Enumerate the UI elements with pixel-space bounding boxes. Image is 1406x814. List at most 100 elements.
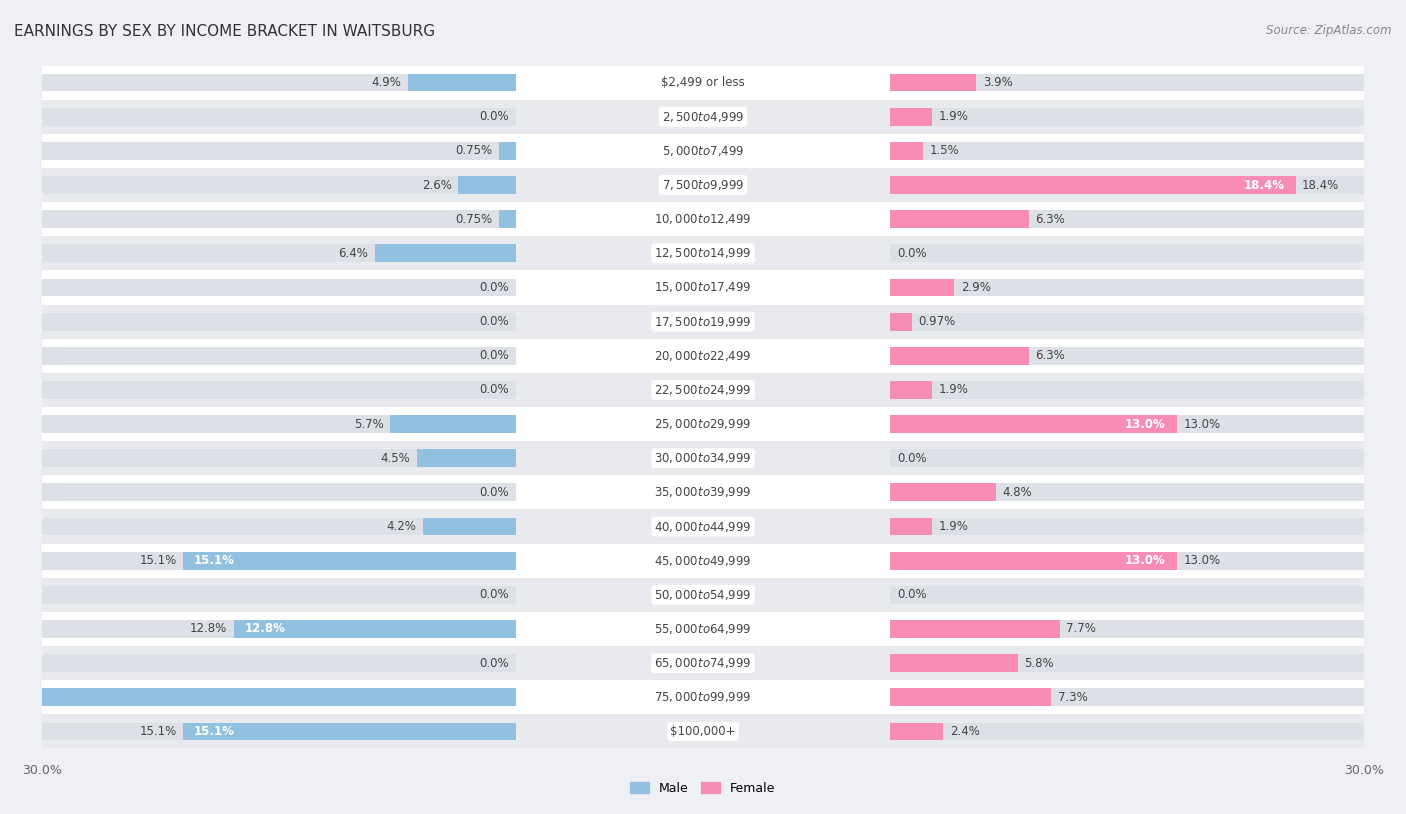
Bar — [890, 347, 1029, 365]
Text: 13.0%: 13.0% — [1125, 418, 1166, 431]
Bar — [890, 620, 1364, 638]
Text: 0.0%: 0.0% — [897, 247, 927, 260]
Bar — [42, 578, 1364, 612]
Bar — [890, 108, 932, 125]
Text: 4.2%: 4.2% — [387, 520, 416, 533]
Bar — [42, 313, 516, 330]
Text: 0.75%: 0.75% — [456, 212, 492, 225]
Bar — [42, 381, 516, 399]
Text: 4.5%: 4.5% — [380, 452, 411, 465]
Bar — [416, 449, 516, 467]
Text: 15.1%: 15.1% — [194, 554, 235, 567]
Bar — [42, 74, 516, 91]
Text: 15.1%: 15.1% — [194, 725, 235, 738]
Text: 6.3%: 6.3% — [1036, 349, 1066, 362]
Text: 15.1%: 15.1% — [139, 554, 177, 567]
Text: 7.3%: 7.3% — [1057, 691, 1087, 704]
Bar — [890, 484, 1364, 501]
Text: 13.0%: 13.0% — [1125, 554, 1166, 567]
Text: 18.4%: 18.4% — [1243, 178, 1285, 191]
Bar — [42, 133, 1364, 168]
Bar — [890, 620, 1060, 638]
Bar — [183, 723, 516, 740]
Text: 0.75%: 0.75% — [456, 144, 492, 157]
Text: $15,000 to $17,499: $15,000 to $17,499 — [654, 281, 752, 295]
Text: 0.0%: 0.0% — [479, 486, 509, 499]
Text: 0.0%: 0.0% — [479, 383, 509, 396]
Text: 2.4%: 2.4% — [949, 725, 980, 738]
Bar — [42, 449, 516, 467]
Bar — [458, 176, 516, 194]
Bar — [42, 278, 516, 296]
Text: 1.9%: 1.9% — [939, 383, 969, 396]
Text: 15.1%: 15.1% — [139, 725, 177, 738]
Text: $17,500 to $19,999: $17,500 to $19,999 — [654, 315, 752, 329]
Text: $5,000 to $7,499: $5,000 to $7,499 — [662, 144, 744, 158]
Bar — [890, 142, 924, 160]
Text: EARNINGS BY SEX BY INCOME BRACKET IN WAITSBURG: EARNINGS BY SEX BY INCOME BRACKET IN WAI… — [14, 24, 436, 39]
Bar — [890, 108, 1364, 125]
Text: $40,000 to $44,999: $40,000 to $44,999 — [654, 519, 752, 533]
Text: 5.7%: 5.7% — [354, 418, 384, 431]
Bar — [42, 612, 1364, 646]
Bar — [890, 654, 1018, 672]
Bar — [890, 723, 1364, 740]
Bar — [42, 441, 1364, 475]
Text: $2,499 or less: $2,499 or less — [661, 76, 745, 89]
Text: 1.5%: 1.5% — [929, 144, 960, 157]
Text: Source: ZipAtlas.com: Source: ZipAtlas.com — [1267, 24, 1392, 37]
Text: 2.9%: 2.9% — [960, 281, 991, 294]
Bar — [42, 236, 1364, 270]
Bar — [42, 544, 1364, 578]
Bar — [890, 278, 955, 296]
Text: 2.6%: 2.6% — [422, 178, 451, 191]
Bar — [42, 715, 1364, 749]
Bar — [890, 552, 1364, 570]
Bar — [890, 313, 911, 330]
Bar — [375, 244, 516, 262]
Bar — [42, 339, 1364, 373]
Text: 3.9%: 3.9% — [983, 76, 1012, 89]
Bar — [890, 518, 1364, 536]
Bar — [42, 681, 1364, 715]
Bar — [42, 552, 516, 570]
Text: 0.0%: 0.0% — [479, 657, 509, 670]
Bar — [890, 415, 1364, 433]
Bar — [423, 518, 516, 536]
Text: $50,000 to $54,999: $50,000 to $54,999 — [654, 588, 752, 602]
Text: 4.9%: 4.9% — [371, 76, 401, 89]
Bar — [42, 210, 516, 228]
Text: $22,500 to $24,999: $22,500 to $24,999 — [654, 383, 752, 397]
Bar — [42, 586, 516, 604]
Text: 0.0%: 0.0% — [897, 589, 927, 602]
Text: 0.0%: 0.0% — [479, 315, 509, 328]
Text: 13.0%: 13.0% — [1184, 554, 1220, 567]
Text: $2,500 to $4,999: $2,500 to $4,999 — [662, 110, 744, 124]
Bar — [890, 689, 1364, 706]
Bar — [42, 689, 516, 706]
Bar — [42, 304, 1364, 339]
Text: 12.8%: 12.8% — [190, 623, 228, 636]
Bar — [890, 723, 943, 740]
Bar — [42, 176, 516, 194]
Text: $7,500 to $9,999: $7,500 to $9,999 — [662, 178, 744, 192]
Bar — [890, 586, 1364, 604]
Bar — [391, 415, 516, 433]
Text: $100,000+: $100,000+ — [671, 725, 735, 738]
Text: $30,000 to $34,999: $30,000 to $34,999 — [654, 451, 752, 466]
Text: 12.8%: 12.8% — [245, 623, 285, 636]
Bar — [42, 142, 516, 160]
Text: 7.7%: 7.7% — [1066, 623, 1097, 636]
Text: 0.0%: 0.0% — [479, 349, 509, 362]
Text: 0.0%: 0.0% — [897, 452, 927, 465]
Text: $10,000 to $12,499: $10,000 to $12,499 — [654, 212, 752, 226]
Bar — [42, 646, 1364, 681]
Bar — [890, 244, 1364, 262]
Text: 0.0%: 0.0% — [479, 589, 509, 602]
Text: 18.4%: 18.4% — [1302, 178, 1340, 191]
Bar — [890, 347, 1364, 365]
Bar — [890, 415, 1177, 433]
Text: 6.3%: 6.3% — [1036, 212, 1066, 225]
Bar — [42, 518, 516, 536]
Text: 0.0%: 0.0% — [479, 110, 509, 123]
